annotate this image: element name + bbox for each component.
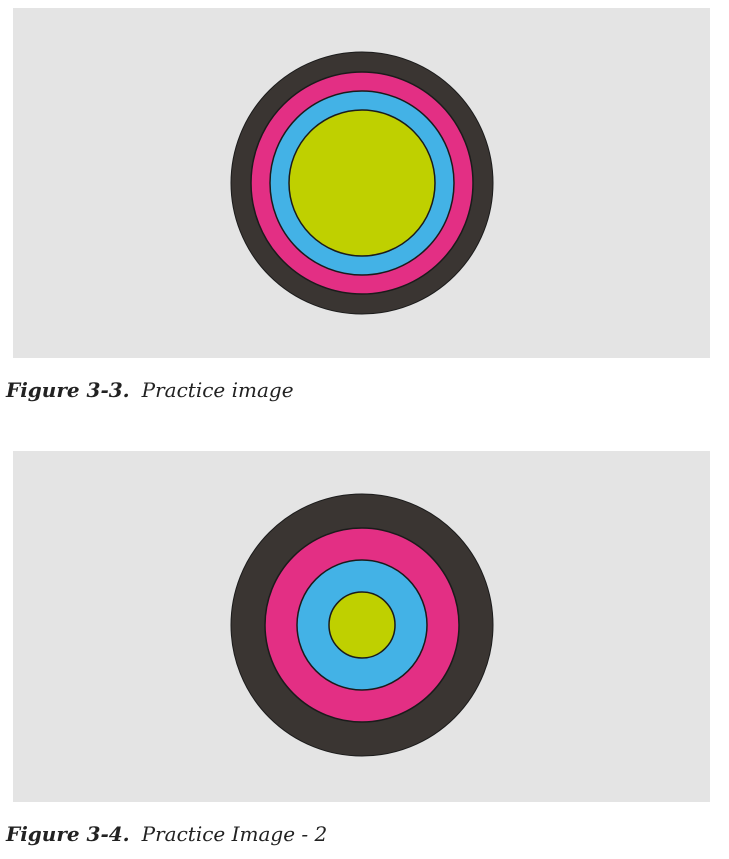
figure-3-3-label: Figure 3-3. [6,378,130,402]
figure-3-4-image [13,451,710,802]
figure-3-4-caption-text: Practice Image - 2 [141,822,328,846]
figure-3-3-caption-text: Practice image [141,378,294,402]
figure-3-3-image [13,8,710,358]
figure-3-4-caption: Figure 3-4. Practice Image - 2 [6,822,327,846]
figure-3-3-caption: Figure 3-3. Practice image [6,378,294,402]
figure-3-4-label: Figure 3-4. [6,822,130,846]
target-graphic-2 [230,493,494,757]
center-circle [328,591,396,659]
center-circle [288,109,436,257]
target-graphic-1 [230,51,494,315]
